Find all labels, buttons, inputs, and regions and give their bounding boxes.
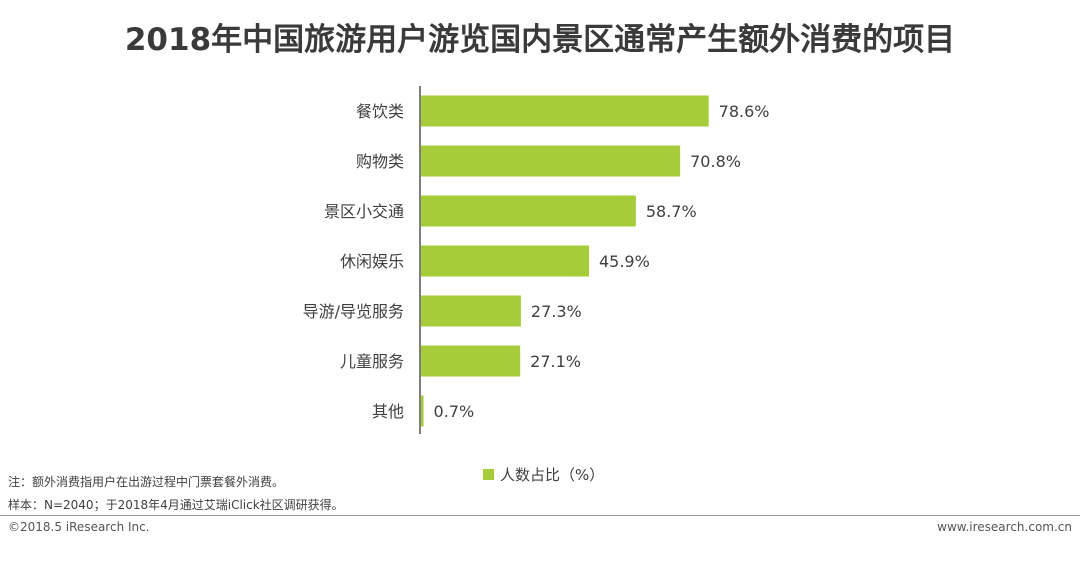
category-label: 休闲娱乐 xyxy=(340,252,404,271)
value-label: 78.6% xyxy=(719,102,770,121)
value-label: 45.9% xyxy=(599,252,650,271)
bar xyxy=(421,295,521,327)
footer-divider xyxy=(0,515,1080,516)
bar xyxy=(421,145,681,177)
category-label: 餐饮类 xyxy=(356,102,404,121)
category-label: 其他 xyxy=(372,402,404,421)
value-label: 70.8% xyxy=(690,152,741,171)
value-label: 27.3% xyxy=(531,302,582,321)
bar xyxy=(421,395,424,427)
legend-label: 人数占比（%） xyxy=(500,466,605,484)
bar-chart: 餐饮类 78.6% 购物类 70.8% 景区小交通 58.7% 休闲娱乐 45.9% 导游/导览… xyxy=(303,86,770,434)
sample-note: 样本：N=2040；于2018年4月通过艾瑞iClick社区调研获得。 xyxy=(8,498,344,512)
value-label: 27.1% xyxy=(530,352,581,371)
category-label: 儿童服务 xyxy=(340,352,404,371)
bar xyxy=(421,345,521,377)
category-label: 购物类 xyxy=(356,152,404,171)
chart-title: 2018年中国旅游用户游览国内景区通常产生额外消费的项目 xyxy=(124,22,956,58)
value-label: 58.7% xyxy=(646,202,697,221)
bar xyxy=(421,245,589,277)
category-label: 景区小交通 xyxy=(324,202,404,221)
copyright: ©2018.5 iResearch Inc. xyxy=(8,520,150,534)
bar xyxy=(421,95,709,127)
category-label: 导游/导览服务 xyxy=(303,302,404,321)
website[interactable]: www.iresearch.com.cn xyxy=(937,520,1072,534)
legend: 人数占比（%） xyxy=(483,464,604,485)
footnote: 注：额外消费指用户在出游过程中门票套餐外消费。 xyxy=(8,475,285,489)
legend-swatch xyxy=(483,469,494,480)
bar xyxy=(421,195,636,227)
value-label: 0.7% xyxy=(434,402,475,421)
